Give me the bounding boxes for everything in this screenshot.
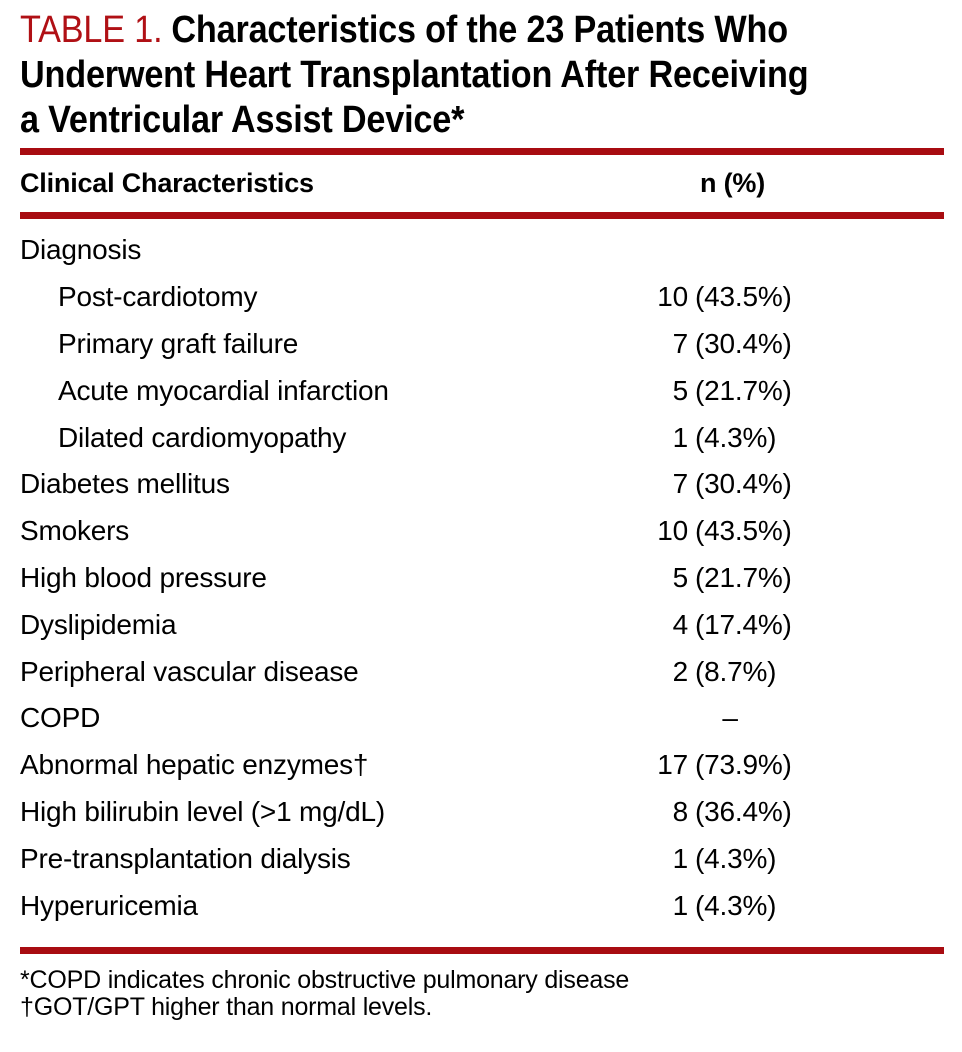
table-row: Smokers 10 (43.5%) <box>20 508 944 555</box>
row-value: 1 (4.3%) <box>560 422 900 454</box>
row-value-n: 10 <box>657 515 688 547</box>
top-rule-divider <box>20 148 944 155</box>
table-row: Pre-transplantation dialysis 1 (4.3%) <box>20 835 944 882</box>
row-value-n: 5 <box>672 374 689 406</box>
footnote-got-gpt: †GOT/GPT higher than normal levels. <box>20 992 433 1021</box>
row-label: High blood pressure <box>20 561 267 593</box>
row-label: Hyperuricemia <box>20 889 198 921</box>
table-row: High bilirubin level (>1 mg/dL) 8 (36.4%… <box>20 789 944 836</box>
row-value-pct: (30.4%) <box>695 327 792 359</box>
table-body: Diagnosis Post-cardiotomy 10 (43.5%) Pri… <box>20 219 944 929</box>
row-value-pct: (21.7%) <box>695 561 792 593</box>
table-row: Acute myocardial infarction 5 (21.7%) <box>20 367 944 414</box>
table-row: Abnormal hepatic enzymes† 17 (73.9%) <box>20 742 944 789</box>
row-value-pct: (8.7%) <box>695 655 777 687</box>
row-value-n: 4 <box>672 608 689 640</box>
row-value-pct: (43.5%) <box>695 515 792 547</box>
footnote-copd: *COPD indicates chronic obstructive pulm… <box>20 965 630 994</box>
row-value: 17 (73.9%) <box>560 749 900 781</box>
row-value-n: 17 <box>657 749 688 781</box>
row-value-n: 7 <box>672 327 689 359</box>
row-label: Abnormal hepatic enzymes† <box>20 749 369 781</box>
row-value-pct: (30.4%) <box>695 468 792 500</box>
row-label: Dilated cardiomyopathy <box>58 421 347 453</box>
row-value: 7 (30.4%) <box>560 328 900 360</box>
row-value: 7 (30.4%) <box>560 468 900 500</box>
header-rule-divider <box>20 212 944 219</box>
table-row: Diabetes mellitus 7 (30.4%) <box>20 461 944 508</box>
table-row: Post-cardiotomy 10 (43.5%) <box>20 274 944 321</box>
row-value: 8 (36.4%) <box>560 796 900 828</box>
row-value-pct: (4.3%) <box>695 889 777 921</box>
row-value-pct: (21.7%) <box>695 374 792 406</box>
row-value-n: 5 <box>672 561 689 593</box>
row-label: Diabetes mellitus <box>20 468 230 500</box>
row-value: 1 (4.3%) <box>560 843 900 875</box>
row-value: 5 (21.7%) <box>560 375 900 407</box>
table-row: Dyslipidemia 4 (17.4%) <box>20 601 944 648</box>
row-value-pct: (4.3%) <box>695 842 777 874</box>
row-label: Post-cardiotomy <box>58 281 258 313</box>
column-header-characteristics: Clinical Characteristics <box>20 168 314 198</box>
title-line-1: TABLE 1. Characteristics of the 23 Patien… <box>20 8 852 53</box>
table-row: Peripheral vascular disease 2 (8.7%) <box>20 648 944 695</box>
title-line-2: Underwent Heart Transplantation After Re… <box>20 54 809 96</box>
table-row: High blood pressure 5 (21.7%) <box>20 555 944 602</box>
row-value: 1 (4.3%) <box>560 890 900 922</box>
row-label: Dyslipidemia <box>20 608 177 640</box>
row-value: – <box>560 702 900 734</box>
table-header-row: Clinical Characteristics n (%) <box>20 155 944 212</box>
row-value-n: 10 <box>657 281 688 313</box>
row-value-n: 7 <box>672 468 689 500</box>
row-value: 10 (43.5%) <box>560 515 900 547</box>
row-value: 10 (43.5%) <box>560 281 900 313</box>
row-value-n: 8 <box>672 795 689 827</box>
column-header-n-percent: n (%) <box>700 168 765 198</box>
row-value-n: 2 <box>672 655 689 687</box>
table-number-label: TABLE 1. <box>20 9 163 51</box>
row-label: Pre-transplantation dialysis <box>20 842 351 874</box>
table-row: Dilated cardiomyopathy 1 (4.3%) <box>20 414 944 461</box>
row-label: Primary graft failure <box>58 327 299 359</box>
row-label: Peripheral vascular disease <box>20 655 359 687</box>
bottom-rule-divider <box>20 946 944 954</box>
table-row: Hyperuricemia 1 (4.3%) <box>20 882 944 929</box>
row-value: 5 (21.7%) <box>560 562 900 594</box>
table-footnotes: *COPD indicates chronic obstructive pulm… <box>20 965 944 1021</box>
row-label: Smokers <box>20 515 130 547</box>
row-value-n: 1 <box>672 842 689 874</box>
row-label: Diagnosis <box>20 234 142 266</box>
row-value-pct: (36.4%) <box>695 795 792 827</box>
title-text-1: Characteristics of the 23 Patients Who <box>171 9 788 51</box>
table-title: TABLE 1. Characteristics of the 23 Patien… <box>20 8 944 143</box>
row-label: Acute myocardial infarction <box>58 374 389 406</box>
table-row: COPD – <box>20 695 944 742</box>
row-label: COPD <box>20 702 101 734</box>
row-value-n: 1 <box>672 421 689 453</box>
row-value-pct: – <box>722 702 738 734</box>
row-label: High bilirubin level (>1 mg/dL) <box>20 795 385 827</box>
row-value-n: 1 <box>672 889 689 921</box>
table-row: Primary graft failure 7 (30.4%) <box>20 321 944 368</box>
title-line-3: a Ventricular Assist Device* <box>20 99 465 141</box>
row-value-pct: (17.4%) <box>695 608 792 640</box>
row-value-pct: (4.3%) <box>695 421 777 453</box>
row-value: 4 (17.4%) <box>560 609 900 641</box>
table-row: Diagnosis <box>20 227 944 274</box>
row-value: 2 (8.7%) <box>560 656 900 688</box>
row-value-pct: (43.5%) <box>695 281 792 313</box>
row-value-pct: (73.9%) <box>695 749 792 781</box>
